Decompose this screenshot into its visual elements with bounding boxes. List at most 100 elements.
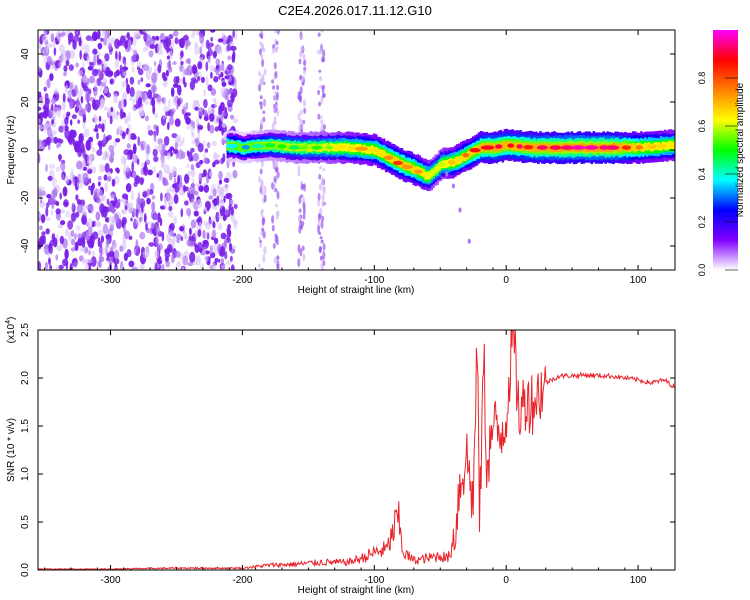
noise-speck: [147, 129, 154, 136]
noise-speck: [162, 76, 168, 82]
noise-speck: [96, 132, 99, 140]
noise-speck: [220, 63, 225, 73]
noise-speck: [173, 194, 179, 204]
noise-speck: [53, 136, 58, 144]
noise-speck: [130, 217, 133, 222]
x-tick-label: -300: [101, 575, 121, 586]
ridge-cell: [630, 143, 633, 152]
spectrogram-noise: [38, 30, 326, 270]
noise-speck: [128, 260, 135, 268]
noise-speck: [223, 177, 229, 183]
noise-speck: [123, 230, 131, 240]
ridge-cell: [424, 172, 427, 180]
ridge-peak: [621, 145, 632, 150]
ridge-cell: [309, 144, 313, 152]
noise-speck: [52, 106, 59, 117]
noise-speck: [98, 254, 102, 264]
noise-speck: [137, 79, 141, 85]
noise-speck: [191, 177, 195, 187]
noise-speck: [260, 53, 264, 60]
noise-speck: [230, 92, 235, 103]
noise-speck: [165, 233, 172, 241]
noise-speck: [98, 140, 103, 151]
noise-speck: [121, 112, 127, 118]
noise-speck: [165, 111, 171, 116]
ridge-peak: [462, 153, 470, 158]
noise-speck: [162, 181, 169, 186]
ridge-cell: [535, 144, 538, 153]
noise-speck: [192, 64, 197, 72]
noise-speck: [203, 220, 209, 227]
noise-speck: [320, 119, 324, 124]
noise-speck: [153, 131, 157, 143]
ridge-peak: [241, 145, 250, 150]
noise-speck: [263, 68, 267, 76]
noise-speck: [114, 59, 120, 69]
noise-speck: [64, 248, 69, 260]
noise-speck: [55, 208, 61, 215]
noise-speck: [92, 48, 98, 55]
noise-speck: [129, 95, 133, 102]
noise-speck: [38, 152, 41, 164]
noise-speck: [221, 206, 226, 214]
noise-speck: [104, 106, 109, 111]
noise-speck: [147, 125, 152, 131]
noise-speck: [45, 137, 52, 144]
noise-speck: [72, 138, 76, 146]
noise-speck: [196, 199, 203, 209]
noise-speck: [47, 43, 54, 48]
noise-speck: [96, 189, 103, 199]
noise-speck: [88, 266, 92, 270]
noise-speck: [82, 247, 86, 253]
noise-speck: [303, 183, 306, 192]
noise-speck: [153, 213, 158, 221]
noise-speck: [167, 210, 174, 219]
ridge-peak: [605, 145, 620, 150]
ridge-cell: [646, 142, 649, 151]
ridge-cell: [460, 155, 463, 163]
noise-speck: [75, 62, 79, 68]
noise-speck: [209, 113, 215, 122]
noise-speck: [90, 141, 94, 150]
noise-speck: [275, 40, 279, 46]
noise-speck: [129, 76, 135, 85]
noise-speck: [151, 222, 155, 229]
noise-speck: [258, 70, 262, 77]
noise-speck: [223, 195, 226, 203]
noise-speck: [71, 202, 75, 211]
noise-speck: [261, 76, 265, 86]
x-tick-label: 100: [630, 275, 647, 286]
noise-speck: [167, 200, 172, 206]
noise-speck: [303, 107, 307, 114]
noise-speck: [96, 149, 103, 156]
noise-speck: [302, 213, 306, 220]
noise-speck: [271, 224, 275, 232]
x-tick-label: -200: [232, 575, 252, 586]
noise-speck: [76, 70, 84, 77]
noise-speck: [233, 84, 237, 90]
noise-speck: [183, 231, 187, 240]
noise-speck: [215, 58, 221, 66]
noise-speck: [214, 257, 219, 263]
snr-plot-area: [38, 330, 675, 570]
noise-speck: [192, 120, 196, 129]
y-tick-label: 0.0: [20, 563, 31, 577]
noise-speck: [83, 86, 89, 92]
noise-speck: [62, 258, 69, 267]
noise-speck: [91, 182, 95, 190]
noise-speck: [215, 211, 220, 223]
noise-speck: [271, 79, 275, 84]
noise-speck: [89, 61, 94, 66]
noise-speck: [42, 140, 46, 150]
noise-speck: [123, 149, 130, 156]
noise-speck: [319, 207, 323, 216]
noise-speck: [319, 183, 322, 191]
ridge-cell: [667, 141, 671, 149]
noise-speck: [79, 142, 85, 154]
noise-speck: [86, 54, 91, 64]
noise-speck: [75, 30, 79, 36]
noise-speck: [149, 38, 156, 45]
noise-speck: [322, 243, 326, 251]
noise-speck: [156, 94, 162, 103]
noise-speck: [93, 54, 97, 66]
